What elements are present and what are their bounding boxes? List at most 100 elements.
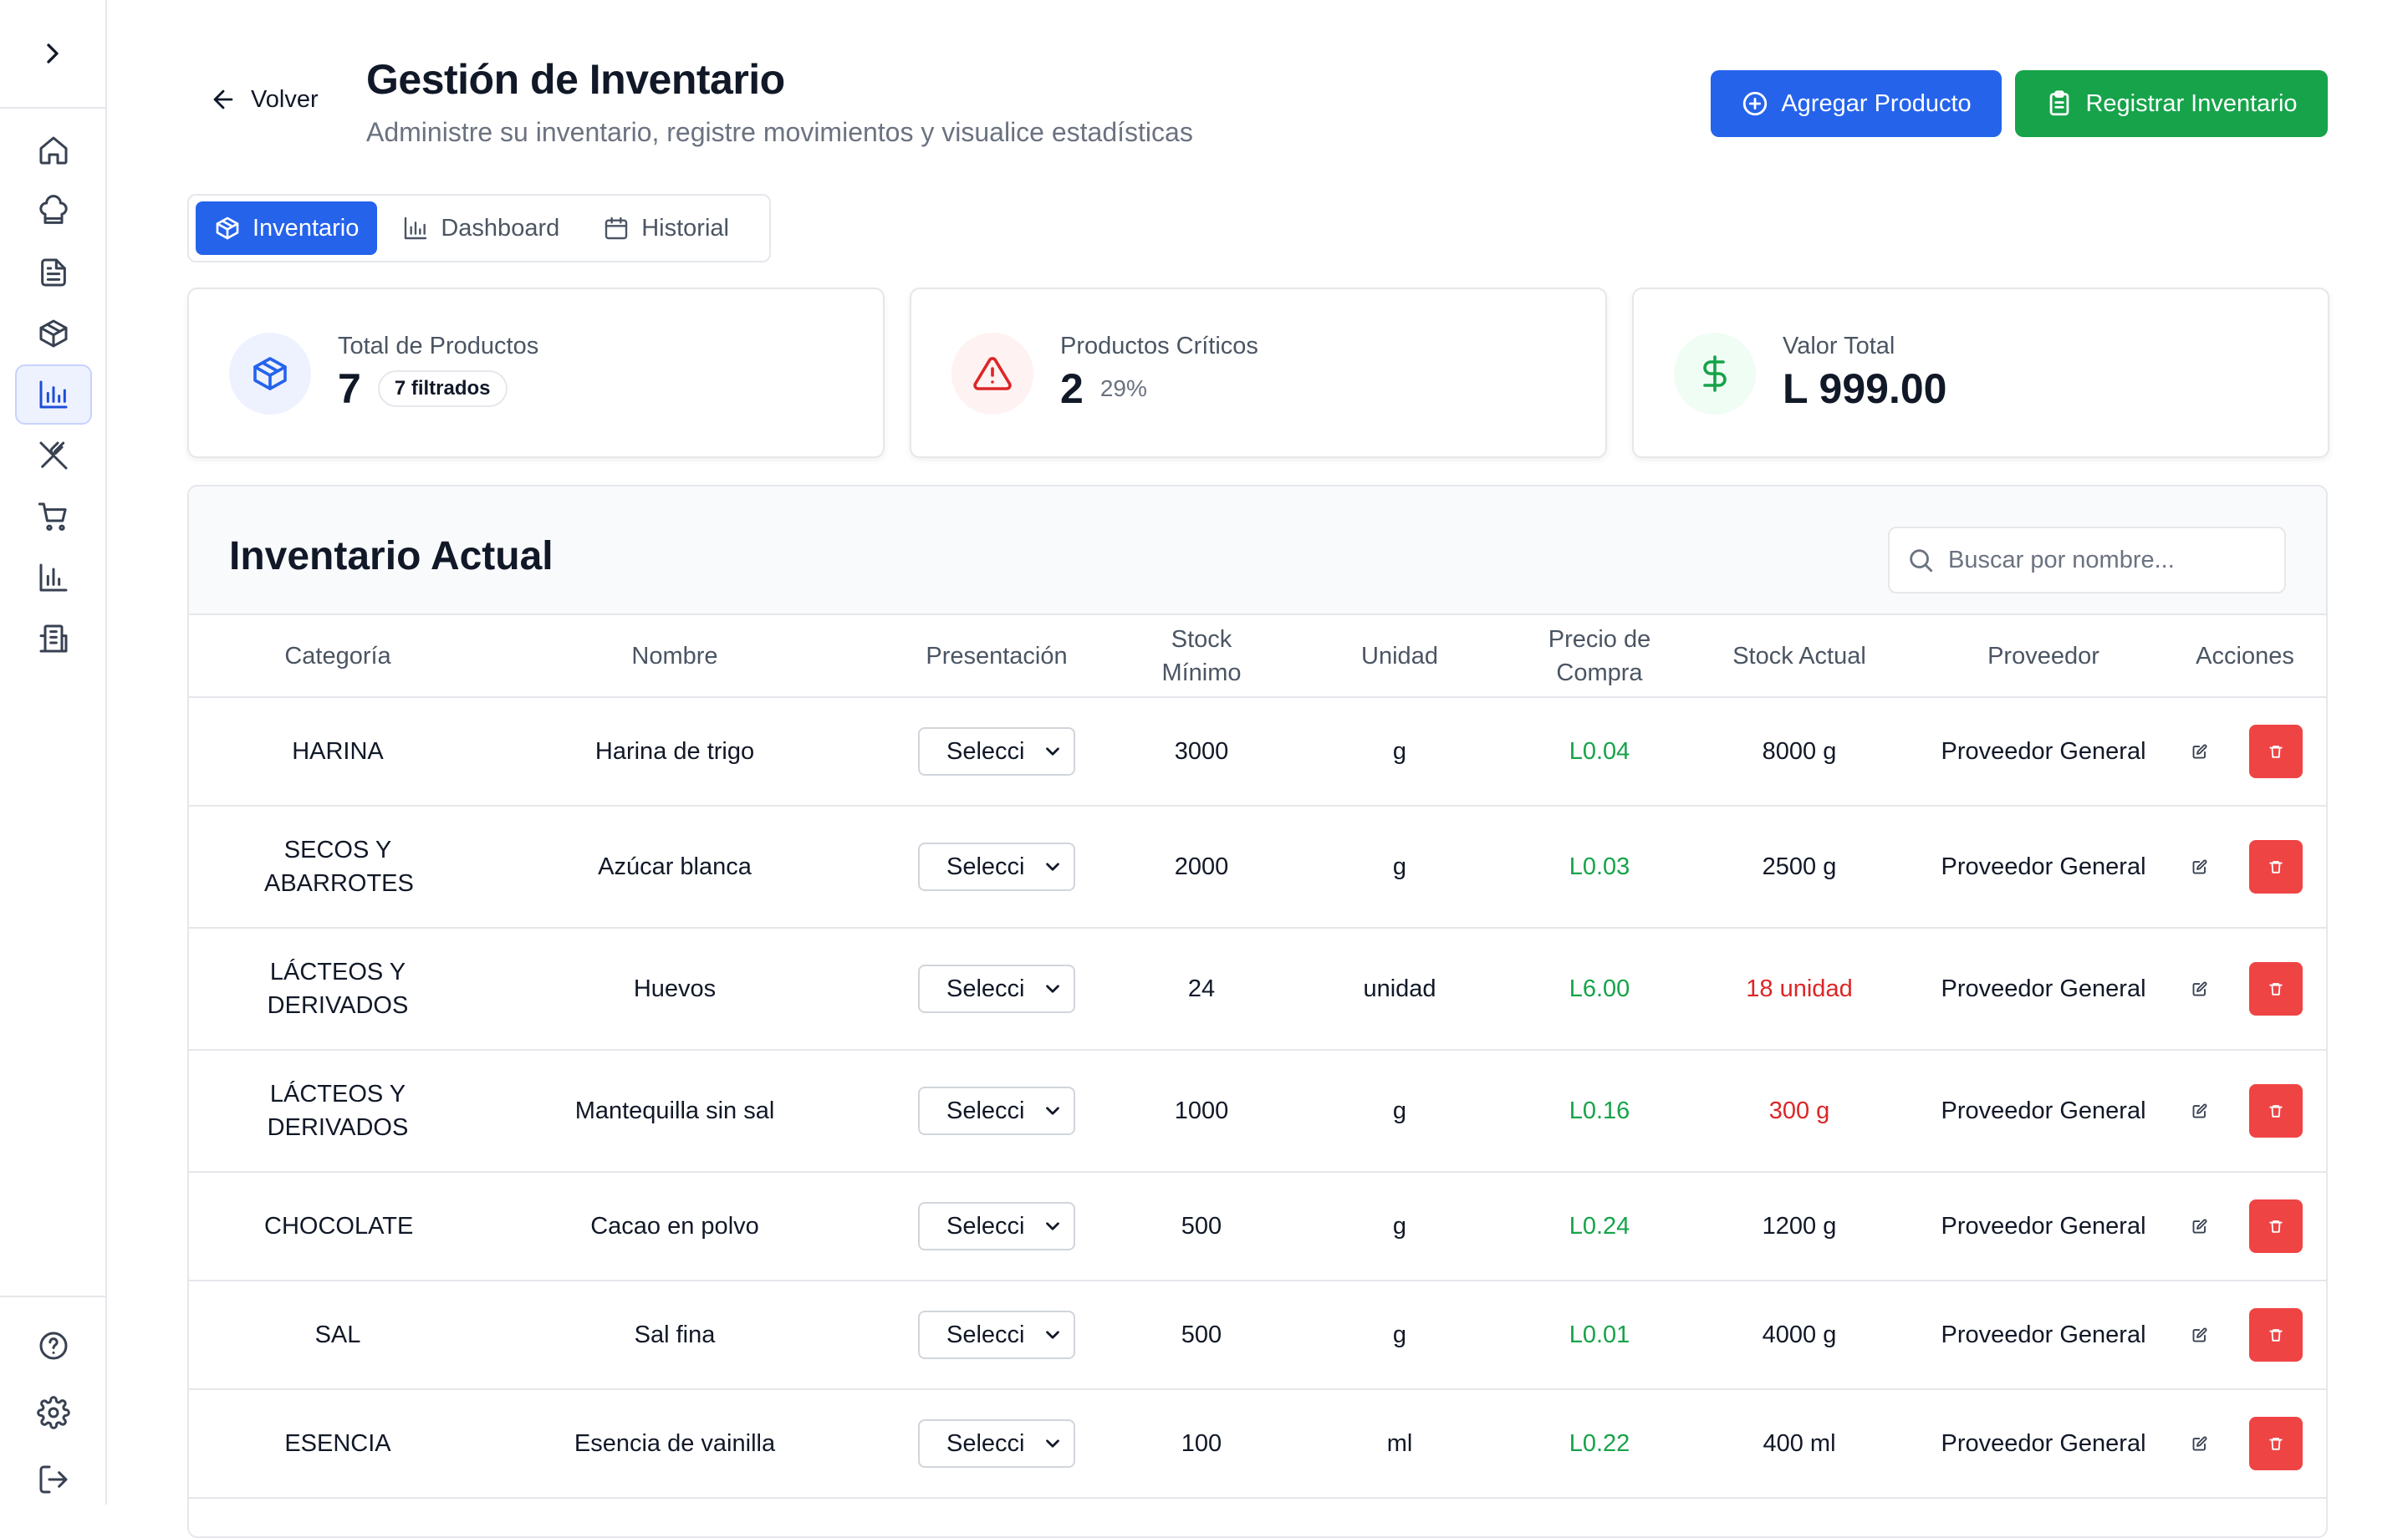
stock-cell: 300 g <box>1672 1050 1926 1173</box>
presentation-select-value: Selecci <box>946 853 1025 880</box>
edit-button[interactable] <box>2187 854 2212 879</box>
sidebar-item-products[interactable] <box>15 303 92 364</box>
column-header: Acciones <box>2161 615 2326 698</box>
stat-label: Valor Total <box>1783 333 1895 359</box>
delete-button[interactable] <box>2249 1308 2303 1362</box>
stat-label: Productos Críticos <box>1060 333 1258 359</box>
back-button[interactable]: Volver <box>209 85 319 114</box>
bar-chart-icon <box>39 380 68 409</box>
chevron-down-icon <box>1046 1107 1059 1115</box>
sidebar-item-help[interactable] <box>15 1316 92 1376</box>
sidebar <box>0 0 107 1505</box>
delete-button[interactable] <box>2249 1199 2303 1253</box>
table-row: SECOS Y ABARROTES Azúcar blanca Selecci 200… <box>189 806 2326 929</box>
sidebar-item-documents[interactable] <box>15 242 92 303</box>
dollar-icon <box>1703 355 1727 392</box>
sidebar-item-settings[interactable] <box>15 1383 92 1443</box>
delete-button[interactable] <box>2249 1417 2303 1470</box>
sidebar-item-inventory[interactable] <box>15 364 92 425</box>
category-cell: SAL <box>189 1281 487 1390</box>
tab-inventario[interactable]: Inventario <box>196 201 378 255</box>
package-icon <box>39 319 68 348</box>
table-row: SAL Sal fina Selecci 500 g L0.01 4000 g Proveed… <box>189 1281 2326 1390</box>
actions-cell <box>2161 1050 2326 1173</box>
edit-button[interactable] <box>2187 739 2212 764</box>
edit-button[interactable] <box>2187 976 2212 1001</box>
stock-cell: 8000 g <box>1672 697 1926 807</box>
supplier-cell: Proveedor General <box>1926 697 2161 807</box>
presentation-select[interactable]: Selecci <box>918 1087 1075 1135</box>
actions-cell <box>2161 697 2326 807</box>
presentation-select[interactable]: Selecci <box>918 1419 1075 1468</box>
stock-cell: 1200 g <box>1672 1172 1926 1281</box>
sidebar-item-home[interactable] <box>15 120 92 181</box>
sidebar-item-chef[interactable] <box>15 181 92 242</box>
arrow-left-icon <box>213 89 233 109</box>
min-stock-cell: 100 <box>1130 1389 1273 1499</box>
unit-cell: g <box>1273 806 1527 929</box>
min-stock-cell: 1000 <box>1130 1050 1273 1173</box>
category-cell: LÁCTEOS Y DERIVADOS <box>189 928 487 1051</box>
stat-value: L 999.00 <box>1783 365 1947 412</box>
tab-dashboard[interactable]: Dashboard <box>384 201 578 255</box>
presentation-cell: Selecci <box>863 928 1130 1051</box>
row-actions <box>2161 725 2326 778</box>
presentation-select[interactable]: Selecci <box>918 727 1075 776</box>
stat-value-row: L 999.00 <box>1783 364 1946 413</box>
tab-historial[interactable]: Historial <box>584 201 747 255</box>
stat-icon-badge <box>951 333 1033 415</box>
edit-button[interactable] <box>2187 1431 2212 1456</box>
presentation-select[interactable]: Selecci <box>918 1311 1075 1359</box>
name-cell: Huevos <box>487 928 863 1051</box>
register-inventory-button[interactable]: Registrar Inventario <box>2015 70 2328 137</box>
logout-icon <box>39 1465 68 1494</box>
delete-button[interactable] <box>2249 1084 2303 1138</box>
tab-label: Inventario <box>253 214 360 242</box>
unit-cell: g <box>1273 1281 1527 1390</box>
help-circle-icon <box>39 1332 68 1360</box>
presentation-select-value: Selecci <box>946 1097 1025 1124</box>
sidebar-item-logout[interactable] <box>15 1449 92 1510</box>
trash-icon <box>2269 983 2283 996</box>
chevron-right-icon <box>47 43 59 64</box>
edit-button[interactable] <box>2187 1322 2212 1347</box>
min-stock-cell: 500 <box>1130 1281 1273 1390</box>
edit-button[interactable] <box>2187 1214 2212 1239</box>
presentation-select[interactable]: Selecci <box>918 843 1075 891</box>
edit-icon <box>2192 744 2207 759</box>
presentation-cell: Selecci <box>863 1281 1130 1390</box>
unit-cell: g <box>1273 1172 1527 1281</box>
presentation-select[interactable]: Selecci <box>918 965 1075 1013</box>
inventory-table: Categoría Nombre Presentación Stock Mínimo U… <box>189 615 2326 1499</box>
column-header: Stock Actual <box>1672 615 1926 698</box>
category-cell: CHOCOLATE <box>189 1172 487 1281</box>
sidebar-item-cart[interactable] <box>15 486 92 547</box>
table-body: HARINA Harina de trigo Selecci 3000 g L0.04 80… <box>189 697 2326 1499</box>
trash-icon <box>2269 1220 2283 1233</box>
sidebar-item-reports[interactable] <box>15 547 92 608</box>
delete-button[interactable] <box>2249 962 2303 1016</box>
delete-button[interactable] <box>2249 840 2303 894</box>
add-product-button[interactable]: Agregar Producto <box>1711 70 2002 137</box>
min-stock-cell: 24 <box>1130 928 1273 1051</box>
chevron-down-icon <box>1046 747 1059 756</box>
expand-sidebar-button[interactable] <box>36 37 69 70</box>
tab-label: Dashboard <box>441 214 560 242</box>
presentation-select[interactable]: Selecci <box>918 1202 1075 1250</box>
sidebar-item-tools[interactable] <box>15 425 92 486</box>
min-stock-cell: 2000 <box>1130 806 1273 929</box>
min-stock-cell: 500 <box>1130 1172 1273 1281</box>
unit-cell: g <box>1273 697 1527 807</box>
search-input[interactable] <box>1946 545 2264 575</box>
chevron-down-icon <box>1046 863 1059 871</box>
category-cell: LÁCTEOS Y DERIVADOS <box>189 1050 487 1173</box>
inventory-panel: Inventario Actual CategoríaNombrePresent… <box>187 485 2328 1538</box>
sidebar-item-building[interactable] <box>15 609 92 669</box>
delete-button[interactable] <box>2249 725 2303 778</box>
inventory-title: Inventario Actual <box>229 534 554 578</box>
chart-icon <box>39 563 68 592</box>
trash-icon <box>2269 1105 2283 1118</box>
edit-icon <box>2192 1219 2207 1234</box>
chevron-down-icon <box>1046 1222 1059 1230</box>
edit-button[interactable] <box>2187 1098 2212 1123</box>
